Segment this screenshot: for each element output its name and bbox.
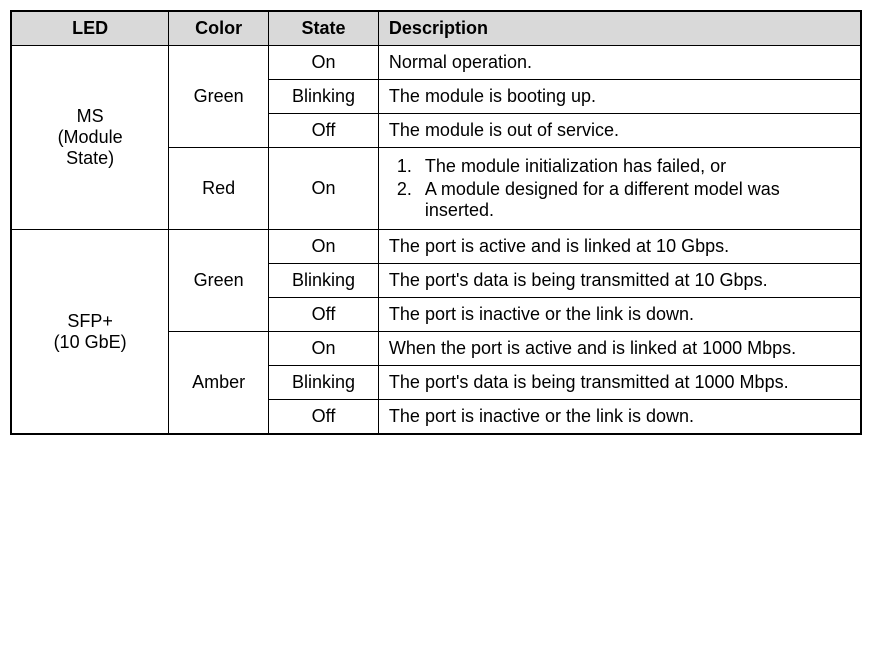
led-sfp-line2: (10 GbE)	[54, 332, 127, 352]
state-ms-green-off: Off	[269, 114, 379, 148]
led-ms-line3: State)	[66, 148, 114, 168]
desc-ms-red-on-item2: A module designed for a different model …	[417, 179, 850, 221]
color-sfp-amber: Amber	[169, 332, 269, 435]
desc-sfp-amber-blinking: The port's data is being transmitted at …	[378, 366, 861, 400]
desc-ms-green-blinking: The module is booting up.	[378, 80, 861, 114]
led-ms-line2: (Module	[58, 127, 123, 147]
led-status-table: LED Color State Description MS (Module S…	[10, 10, 862, 435]
state-sfp-green-on: On	[269, 230, 379, 264]
desc-sfp-green-off: The port is inactive or the link is down…	[378, 298, 861, 332]
header-color: Color	[169, 11, 269, 46]
led-sfp: SFP+ (10 GbE)	[11, 230, 169, 435]
state-sfp-green-blinking: Blinking	[269, 264, 379, 298]
desc-sfp-amber-on: When the port is active and is linked at…	[378, 332, 861, 366]
header-description: Description	[378, 11, 861, 46]
color-ms-green: Green	[169, 46, 269, 148]
desc-ms-red-on-item1: The module initialization has failed, or	[417, 156, 850, 177]
header-state: State	[269, 11, 379, 46]
table-row: SFP+ (10 GbE) Green On The port is activ…	[11, 230, 861, 264]
state-ms-red-on: On	[269, 148, 379, 230]
desc-sfp-amber-off: The port is inactive or the link is down…	[378, 400, 861, 435]
state-ms-green-blinking: Blinking	[269, 80, 379, 114]
state-sfp-amber-blinking: Blinking	[269, 366, 379, 400]
led-ms-line1: MS	[77, 106, 104, 126]
state-sfp-amber-off: Off	[269, 400, 379, 435]
header-led: LED	[11, 11, 169, 46]
desc-ms-red-on-list: The module initialization has failed, or…	[389, 156, 850, 221]
state-sfp-green-off: Off	[269, 298, 379, 332]
led-ms: MS (Module State)	[11, 46, 169, 230]
state-ms-green-on: On	[269, 46, 379, 80]
desc-ms-green-off: The module is out of service.	[378, 114, 861, 148]
state-sfp-amber-on: On	[269, 332, 379, 366]
table-row: MS (Module State) Green On Normal operat…	[11, 46, 861, 80]
desc-sfp-green-on: The port is active and is linked at 10 G…	[378, 230, 861, 264]
color-sfp-green: Green	[169, 230, 269, 332]
desc-ms-red-on: The module initialization has failed, or…	[378, 148, 861, 230]
color-ms-red: Red	[169, 148, 269, 230]
table-header-row: LED Color State Description	[11, 11, 861, 46]
led-sfp-line1: SFP+	[67, 311, 113, 331]
desc-ms-green-on: Normal operation.	[378, 46, 861, 80]
desc-sfp-green-blinking: The port's data is being transmitted at …	[378, 264, 861, 298]
